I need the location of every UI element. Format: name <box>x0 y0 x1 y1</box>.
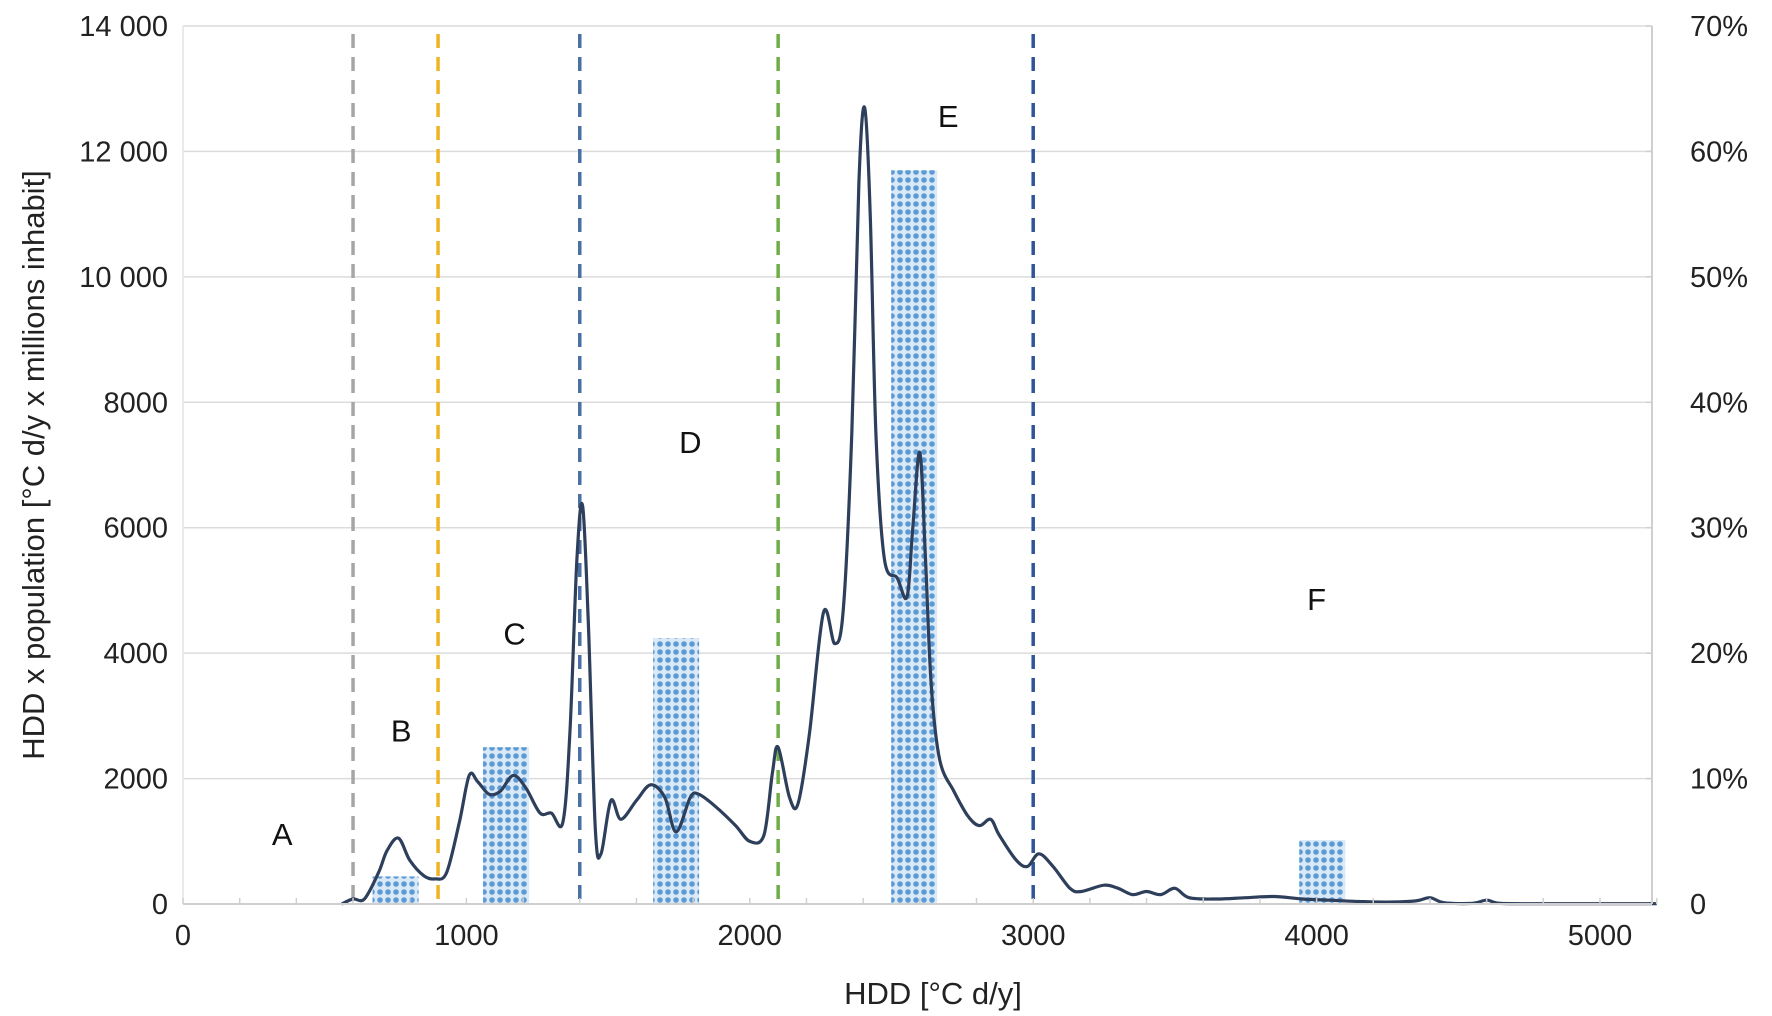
x-tick-label-2: 2000 <box>718 920 783 952</box>
region-label-f: F <box>1307 582 1326 617</box>
region-label-d: D <box>679 425 701 460</box>
bar-0 <box>372 876 419 904</box>
x-tick-label-0: 0 <box>175 920 191 952</box>
left-y-tick-label-5: 10 000 <box>79 262 168 294</box>
region-label-a: A <box>272 817 293 852</box>
region-label-b: B <box>391 714 412 749</box>
right-y-tick-label-4: 40% <box>1690 387 1748 419</box>
y-axis-title: HDD x population [°C d/y x millions inha… <box>16 170 51 760</box>
x-axis-title: HDD [°C d/y] <box>844 976 1022 1011</box>
left-y-tick-label-1: 2000 <box>103 764 168 796</box>
right-y-tick-label-3: 30% <box>1690 513 1748 545</box>
bar-1 <box>483 747 530 904</box>
right-y-tick-label-1: 10% <box>1690 764 1748 796</box>
region-labels: A B C D E F <box>272 99 1326 852</box>
bar-4 <box>1299 840 1346 904</box>
region-label-e: E <box>938 99 959 134</box>
series-line-0 <box>341 105 1657 906</box>
right-y-tick-label-6: 60% <box>1690 136 1748 168</box>
bar-2 <box>653 638 700 904</box>
right-y-tick-label-7: 70% <box>1690 11 1748 43</box>
bar-3 <box>891 170 938 904</box>
bars-layer <box>372 170 1346 904</box>
x-tick-label-1: 1000 <box>434 920 499 952</box>
left-y-tick-label-2: 4000 <box>103 638 168 670</box>
x-tick-label-5: 5000 <box>1568 920 1633 952</box>
left-y-tick-label-6: 12 000 <box>79 136 168 168</box>
x-tick-label-4: 4000 <box>1284 920 1349 952</box>
left-y-tick-label-3: 6000 <box>103 513 168 545</box>
right-y-tick-label-0: 0 <box>1690 889 1706 921</box>
boundary-lines <box>351 34 1035 904</box>
left-y-tick-label-7: 14 000 <box>79 11 168 43</box>
x-tick-label-3: 3000 <box>1001 920 1066 952</box>
left-y-tick-label-0: 0 <box>152 889 168 921</box>
left-y-tick-label-4: 8000 <box>103 387 168 419</box>
region-label-c: C <box>503 616 525 651</box>
axes <box>182 25 1658 905</box>
line-layer <box>341 105 1657 906</box>
right-y-tick-label-5: 50% <box>1690 262 1748 294</box>
tick-labels: 0 1000 2000 3000 4000 5000 0 2000 4000 6000 8000 10… <box>79 11 1748 952</box>
right-y-tick-label-2: 20% <box>1690 638 1748 670</box>
